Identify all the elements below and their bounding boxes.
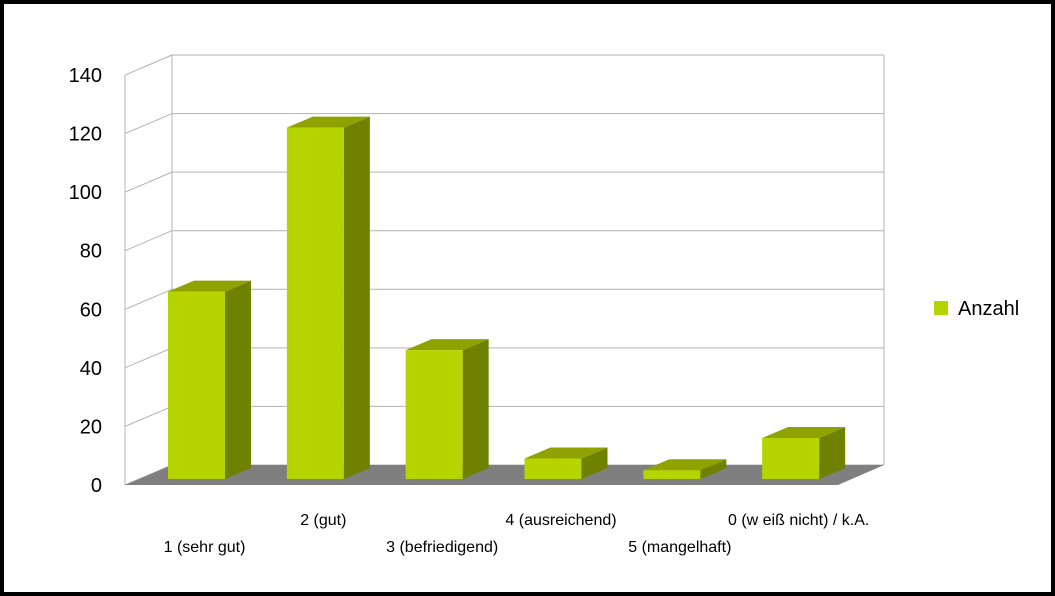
back-wall bbox=[171, 55, 885, 465]
y-tick-label: 80 bbox=[80, 241, 102, 263]
bar-top bbox=[405, 339, 489, 351]
bar bbox=[524, 447, 608, 479]
x-tick-label: 3 (befriedigend) bbox=[386, 539, 498, 556]
y-tick-label: 40 bbox=[80, 358, 102, 380]
bar-front bbox=[286, 127, 344, 480]
bar bbox=[643, 459, 727, 479]
bar-front bbox=[643, 470, 701, 479]
x-tick-label: 0 (w eiß nicht) / k.A. bbox=[728, 512, 869, 529]
y-tick-label: 0 bbox=[91, 475, 102, 497]
bar-side bbox=[225, 280, 251, 479]
y-tick-label: 20 bbox=[80, 416, 102, 438]
gridline-diagonal bbox=[124, 288, 173, 310]
bar-side bbox=[462, 339, 489, 479]
bar-front bbox=[762, 438, 820, 479]
bar bbox=[286, 116, 370, 480]
bar-chart: 0 20 40 60 80 100 120 140 1 (sehr gut) 2 (gut) 3 … bbox=[69, 54, 1019, 556]
x-tick-label: 1 (sehr gut) bbox=[164, 539, 246, 556]
y-tick-labels: 0 20 40 60 80 100 120 140 bbox=[69, 65, 102, 497]
bar-side bbox=[581, 447, 608, 479]
bar-side bbox=[343, 116, 370, 480]
bar-front bbox=[168, 291, 225, 479]
x-tick-label: 2 (gut) bbox=[300, 512, 346, 529]
legend-swatch-anzahl bbox=[934, 301, 948, 315]
x-tick-labels: 1 (sehr gut) 2 (gut) 3 (befriedigend) 4 (au… bbox=[164, 512, 870, 556]
y-tick-label: 140 bbox=[69, 65, 102, 87]
gridline-diagonal bbox=[124, 405, 173, 427]
bar-top bbox=[524, 447, 608, 459]
bar-front bbox=[524, 458, 582, 479]
bar bbox=[405, 339, 489, 479]
y-tick-label: 100 bbox=[69, 182, 102, 204]
bar-front bbox=[405, 350, 463, 479]
x-tick-label: 5 (mangelhaft) bbox=[628, 539, 731, 556]
bar bbox=[762, 427, 846, 479]
legend: Anzahl bbox=[934, 298, 1019, 320]
bar-side bbox=[700, 459, 727, 479]
gridline-diagonal bbox=[124, 113, 173, 135]
gridline-diagonal bbox=[124, 54, 173, 76]
gridline-diagonal bbox=[124, 347, 173, 369]
legend-label-anzahl: Anzahl bbox=[958, 298, 1019, 320]
y-tick-label: 60 bbox=[80, 299, 102, 321]
bar-top bbox=[168, 280, 251, 292]
bar-top bbox=[286, 116, 370, 128]
y-tick-label: 120 bbox=[69, 124, 102, 146]
bar-top bbox=[762, 427, 846, 438]
bar-series-anzahl bbox=[168, 116, 846, 480]
bar bbox=[168, 280, 251, 479]
x-tick-label: 4 (ausreichend) bbox=[505, 512, 616, 529]
gridline-diagonal bbox=[124, 171, 173, 193]
gridline-diagonal bbox=[124, 230, 173, 252]
bar-top bbox=[643, 459, 727, 471]
bar-side bbox=[819, 427, 846, 479]
